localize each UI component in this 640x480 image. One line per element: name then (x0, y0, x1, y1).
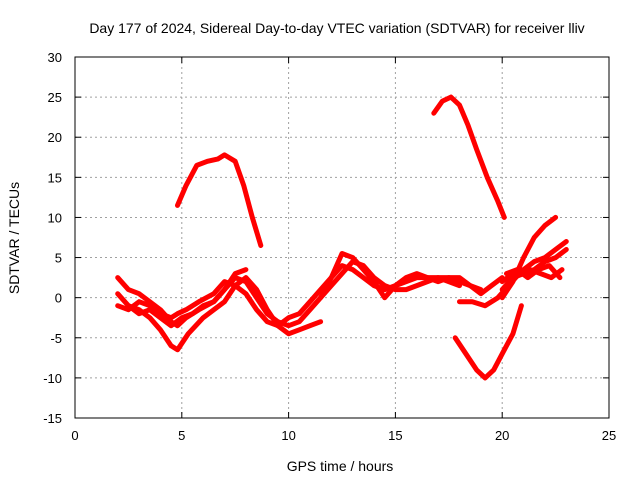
x-tick-label: 20 (495, 428, 509, 443)
y-tick-label: 5 (55, 251, 62, 266)
chart-title: Day 177 of 2024, Sidereal Day-to-day VTE… (89, 20, 584, 36)
series-line-arc-13 (504, 263, 563, 281)
x-tick-label: 0 (71, 428, 78, 443)
y-tick-label: 20 (48, 130, 62, 145)
x-tick-label: 25 (602, 428, 616, 443)
series-line-arc-5 (318, 251, 505, 301)
x-axis-label: GPS time / hours (287, 458, 394, 474)
series-line-arc-3 (115, 275, 324, 353)
axis-ticks: 0 5 10 15 20 25 -15 -10 -5 0 5 10 15 20 25 30 (43, 50, 616, 443)
y-tick-label: 0 (55, 291, 62, 306)
x-tick-label: 10 (281, 428, 295, 443)
series-line-arc-4 (125, 267, 249, 329)
y-tick-label: -10 (43, 371, 62, 386)
grid-lines (75, 57, 609, 418)
plot-frame (74, 56, 610, 419)
series-line-arc-8 (452, 303, 524, 381)
y-tick-label: 25 (48, 90, 62, 105)
series-line-arc-12 (499, 247, 569, 293)
y-tick-label: 10 (48, 210, 62, 225)
y-tick-label: -5 (50, 331, 62, 346)
y-tick-label: 15 (48, 170, 62, 185)
y-axis-label: SDTVAR / TECUs (6, 182, 22, 294)
x-tick-label: 15 (388, 428, 402, 443)
series-line-arc-7 (431, 94, 507, 220)
y-tick-label: -15 (43, 411, 62, 426)
series-line-arc-6 (175, 152, 264, 248)
y-tick-label: 30 (48, 50, 62, 65)
data-series (115, 94, 569, 381)
x-tick-label: 5 (178, 428, 185, 443)
